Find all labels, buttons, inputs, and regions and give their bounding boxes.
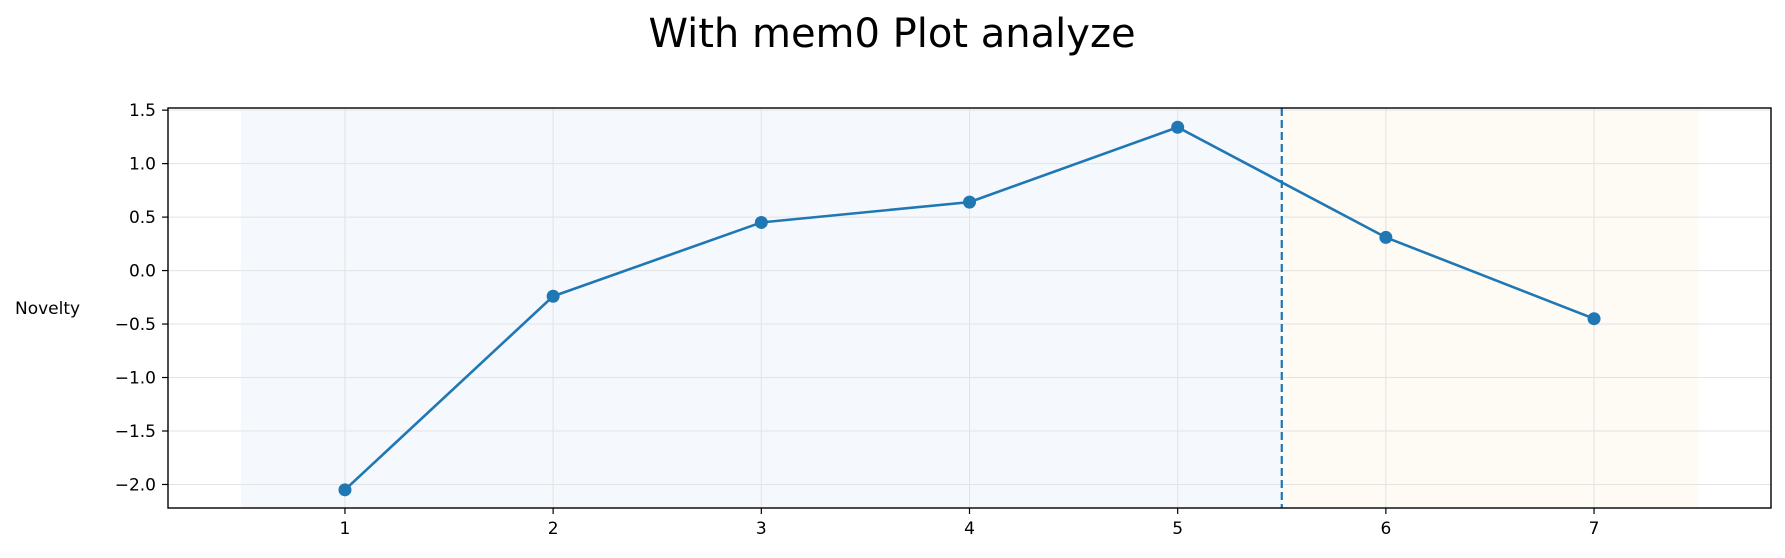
x-tick-label-7: 7 [1589, 519, 1600, 539]
y-tick-label-6: −1.0 [115, 369, 156, 389]
y-tick-label-8: −2.0 [115, 475, 156, 495]
x-tick-label-2: 2 [548, 519, 559, 539]
y-tick-label-7: −1.5 [115, 422, 156, 442]
x-tick-label-3: 3 [756, 519, 767, 539]
x-tick-label-6: 6 [1380, 519, 1391, 539]
data-point-1 [338, 483, 352, 497]
chart-title: With mem0 Plot analyze [648, 11, 1135, 57]
y-tick-label-4: 0.0 [129, 262, 156, 282]
data-point-6 [1379, 230, 1393, 244]
shaded-region-2 [1281, 108, 1699, 508]
data-point-4 [963, 195, 976, 209]
x-tick-label-1: 1 [340, 519, 351, 539]
y-tick-label-2: 1.0 [129, 155, 156, 175]
y-tick-label-3: 0.5 [129, 208, 156, 228]
y-axis-label: Novelty [15, 299, 80, 319]
data-point-5 [1171, 120, 1185, 134]
plot-area: 1 2 3 4 5 6 7 1.5 1.0 0.5 0.0 −0.5 −1.0 −1.5 −2.0 [115, 101, 1772, 539]
data-point-3 [754, 215, 768, 229]
y-tick-label-1: 1.5 [129, 101, 156, 121]
data-point-2 [546, 289, 560, 303]
y-tick-label-5: −0.5 [115, 315, 156, 335]
x-tick-label-5: 5 [1172, 519, 1183, 539]
x-tick-label-4: 4 [964, 519, 975, 539]
data-point-7 [1587, 312, 1601, 326]
